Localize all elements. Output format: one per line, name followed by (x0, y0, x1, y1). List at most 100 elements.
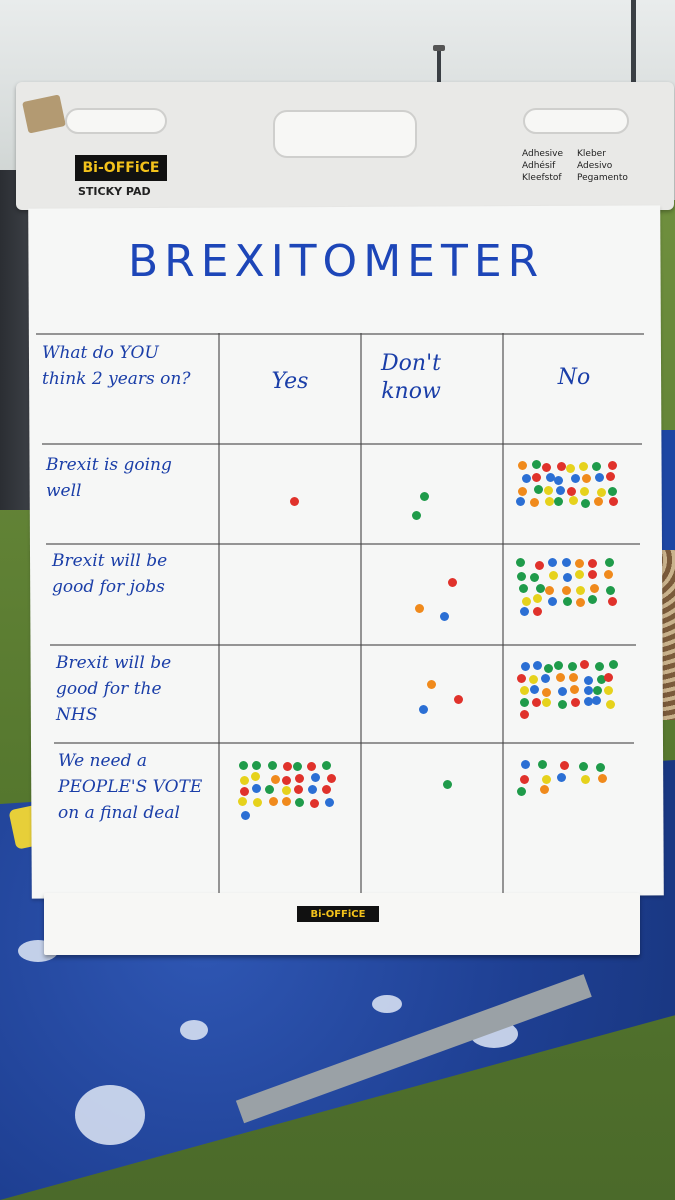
sticker-dot (582, 474, 591, 483)
sticker-dot (576, 598, 585, 607)
sticker-dot (322, 761, 331, 770)
sticker-dot (545, 497, 554, 506)
grid-line-horizontal (50, 644, 636, 646)
sticker-dot (581, 775, 590, 784)
sticker-dot (265, 785, 274, 794)
sticker-dot (517, 572, 526, 581)
sticker-dot (568, 662, 577, 671)
adhesive-label: Kleber (577, 149, 606, 159)
sticker-dot (557, 773, 566, 782)
sticker-dot (579, 762, 588, 771)
sticker-dot (238, 797, 247, 806)
sticker-dot (593, 686, 602, 695)
street-pole (631, 0, 636, 82)
sticker-dot (558, 700, 567, 709)
sticker-dot (581, 499, 590, 508)
sticker-dot (533, 594, 542, 603)
sticker-dot (517, 787, 526, 796)
street-lamp (433, 45, 445, 51)
sticker-dot (542, 688, 551, 697)
sticker-dot (268, 761, 277, 770)
sticker-dot (595, 473, 604, 482)
sticker-dot (579, 462, 588, 471)
sticker-dot (535, 561, 544, 570)
sticker-dot (608, 597, 617, 606)
sticker-dot (575, 570, 584, 579)
sticker-dot (269, 797, 278, 806)
column-header-dont-know: Don't know (381, 351, 441, 404)
sticker-dot (520, 710, 529, 719)
sticker-dot (415, 604, 424, 613)
row-label-peoples-vote: We need a PEOPLE'S VOTE on a final deal (58, 751, 203, 823)
sticker-dot (252, 761, 261, 770)
sticker-dot (542, 463, 551, 472)
row-label-nhs: Brexit will be good for the NHS (56, 653, 172, 725)
sticker-dot (588, 570, 597, 579)
sticker-dot (544, 664, 553, 673)
sticker-dot (516, 558, 525, 567)
flipchart-base (44, 893, 640, 955)
sticker-dot (575, 559, 584, 568)
sticker-dot (588, 595, 597, 604)
sticker-dot (548, 558, 557, 567)
flipchart-handle-right (523, 108, 629, 134)
sticker-dot (549, 571, 558, 580)
sticker-dot (595, 662, 604, 671)
sticker-dot (283, 762, 292, 771)
sticker-dot (606, 700, 615, 709)
sticker-dot (604, 570, 613, 579)
adhesive-label: Adhesive (522, 149, 564, 159)
sticker-dot (308, 785, 317, 794)
sticker-dot (530, 573, 539, 582)
sticker-dot (522, 474, 531, 483)
sticker-dot (562, 558, 571, 567)
sticker-dot (540, 785, 549, 794)
base-brand-logo: Bi-OFFiCE (297, 906, 379, 922)
sticker-dot (571, 698, 580, 707)
question-header: What do YOU think 2 years on? (42, 343, 191, 389)
grid-line-horizontal (42, 443, 642, 445)
sticker-dot (251, 772, 260, 781)
sticker-dot (594, 497, 603, 506)
sticker-dot (557, 462, 566, 471)
flipchart-handle-left (65, 108, 167, 134)
sticker-dot (606, 472, 615, 481)
sticker-dot (608, 487, 617, 496)
sticker-dot (295, 774, 304, 783)
sticker-dot (282, 797, 291, 806)
adhesive-label: Pegamento (577, 173, 628, 183)
sticker-dot (538, 760, 547, 769)
sticker-dot (567, 487, 576, 496)
sticker-dot (412, 511, 421, 520)
sticker-dot (597, 488, 606, 497)
sticker-dot (327, 774, 336, 783)
sticker-dot (605, 558, 614, 567)
sticker-dot (533, 661, 542, 670)
sticker-dot (294, 785, 303, 794)
sticker-dot (536, 584, 545, 593)
sticker-dot (522, 597, 531, 606)
sticker-dot (252, 784, 261, 793)
brand-logo: Bi-OFFiCE (75, 155, 167, 181)
sticker-dot (571, 474, 580, 483)
sticker-dot (546, 473, 555, 482)
row-label-jobs: Brexit will be good for jobs (52, 551, 168, 597)
sticker-dot (239, 761, 248, 770)
sticker-dot (563, 597, 572, 606)
sticker-dot (545, 586, 554, 595)
sticker-dot (570, 685, 579, 694)
sticker-dot (325, 798, 334, 807)
grid-line-vertical (360, 333, 362, 893)
sticker-dot (609, 497, 618, 506)
sticker-dot (569, 496, 578, 505)
sticker-dot (554, 476, 563, 485)
sticker-dot (566, 464, 575, 473)
grid-line-horizontal (36, 333, 644, 335)
adhesive-label: Adesivo (577, 161, 613, 171)
chart-title: BREXITOMETER (128, 236, 545, 287)
sticker-dot (427, 680, 436, 689)
cloth-star-pattern (75, 1085, 145, 1145)
sticker-dot (563, 573, 572, 582)
sticker-dot (290, 497, 299, 506)
sticker-dot (542, 698, 551, 707)
